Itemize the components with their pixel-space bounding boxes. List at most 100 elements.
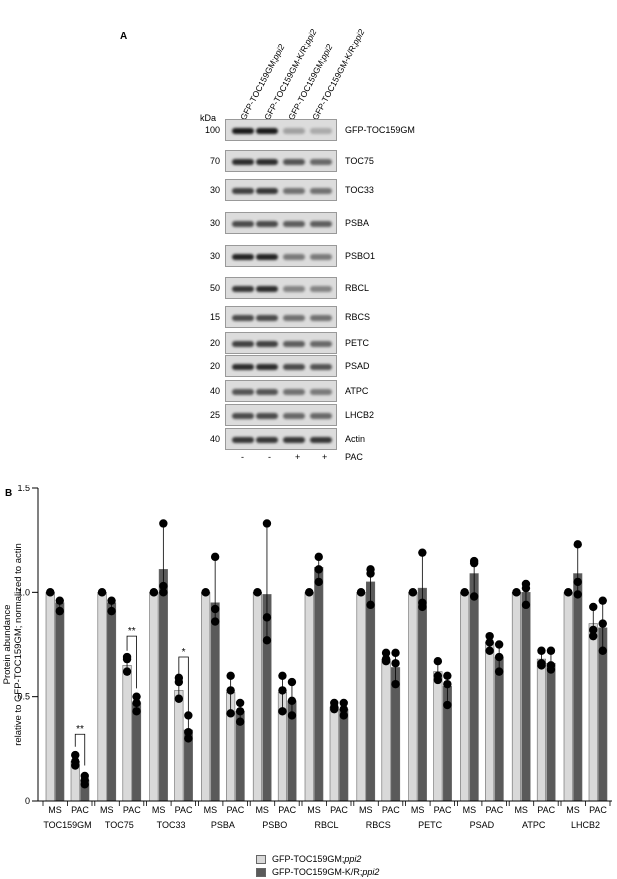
sub-category-label: MS [152, 805, 166, 815]
sub-category-label: PAC [175, 805, 193, 815]
blot-protein-label: ATPC [345, 386, 369, 396]
data-point [460, 588, 469, 597]
blot-band [256, 364, 278, 370]
category-label: TOC75 [105, 820, 134, 830]
blot-band [256, 254, 278, 260]
blot-band [232, 254, 254, 260]
sub-category-label: MS [255, 805, 269, 815]
sub-category-label: PAC [485, 805, 503, 815]
bar [365, 581, 376, 802]
blot-band [310, 315, 332, 321]
data-point [521, 579, 531, 589]
data-point [381, 648, 391, 658]
bar [314, 566, 324, 802]
data-point [184, 711, 193, 720]
significance-label: * [182, 647, 186, 658]
y-axis-label-2: relative to GFP-TOC159GM; normalized to … [13, 543, 24, 746]
blot-band [310, 389, 332, 395]
data-point [564, 588, 573, 597]
significance-bracket [178, 656, 189, 716]
molecular-weight-marker: 20 [209, 338, 220, 348]
blot-band [283, 254, 305, 260]
data-point [107, 606, 116, 616]
sub-category-label: PAC [382, 805, 400, 815]
data-point [235, 707, 245, 716]
blot-band [283, 286, 305, 292]
lane-label-genotype: ppi2 [350, 27, 367, 47]
sub-category-label: MS [463, 805, 477, 815]
data-point [598, 596, 607, 605]
data-point [598, 646, 607, 655]
blot-gfp-toc159gm [225, 119, 337, 141]
data-point [494, 652, 504, 662]
blot-band [256, 221, 278, 227]
data-point [174, 673, 184, 683]
bar [511, 592, 522, 802]
lane-label-genotype: ppi2 [302, 27, 319, 47]
sub-category-label: PAC [589, 805, 607, 815]
bar [201, 592, 211, 802]
bar [174, 690, 184, 802]
blot-band [283, 341, 305, 347]
bar [252, 592, 262, 802]
data-point [262, 636, 272, 645]
significance-label: ** [76, 724, 84, 735]
blot-protein-label: GFP-TOC159GM [345, 125, 415, 135]
bar [460, 592, 470, 802]
blot-band [256, 159, 278, 165]
data-point [71, 750, 80, 760]
bar [433, 671, 443, 802]
data-point [149, 588, 159, 597]
category-label: PSAD [470, 820, 495, 830]
blot-psad [225, 355, 337, 377]
blot-band [310, 254, 332, 260]
blot-band [256, 188, 278, 194]
pac-sign: + [295, 452, 301, 462]
bar [158, 569, 168, 802]
sub-category-label: PAC [278, 805, 296, 815]
bar [546, 662, 556, 802]
data-point [443, 679, 452, 689]
data-point [356, 588, 366, 597]
blot-rbcs [225, 306, 337, 328]
data-point [305, 588, 314, 597]
bar [339, 708, 349, 802]
blot-band [232, 286, 254, 292]
sub-category-label: MS [100, 805, 114, 815]
data-point [55, 596, 64, 605]
bar-chart: 0 0.5 1.0 1.5 Protein abundance relative to G… [2, 485, 612, 830]
data-point [55, 606, 64, 616]
data-point [210, 604, 220, 614]
data-point [381, 654, 391, 664]
blot-rbcl [225, 277, 337, 299]
blot-toc75 [225, 150, 337, 172]
blot-band [232, 188, 254, 194]
molecular-weight-marker: 100 [204, 125, 220, 135]
data-point [494, 640, 504, 649]
legend-item-1: GFP-TOC159GM; ppi2 [256, 854, 361, 864]
data-point [589, 602, 598, 612]
data-point [287, 677, 297, 687]
bar [107, 602, 117, 802]
data-point [262, 519, 272, 528]
data-point [80, 771, 89, 781]
data-point [314, 565, 323, 574]
lane-label-genotype: ppi2 [270, 42, 287, 62]
legend-label-1-italic: ppi2 [344, 854, 362, 864]
blot-band [283, 159, 305, 165]
blot-protein-label: PSBO1 [345, 251, 376, 261]
blot-band [310, 437, 332, 443]
data-point [512, 588, 521, 597]
data-point [573, 577, 582, 587]
data-point [159, 581, 168, 591]
blot-band [232, 128, 254, 134]
sub-category-label: PAC [330, 805, 348, 815]
data-point [132, 698, 141, 708]
data-point [546, 661, 556, 670]
category-label: RBCS [366, 820, 391, 830]
blot-psba [225, 212, 337, 234]
bar [485, 642, 495, 802]
data-point [278, 707, 287, 716]
data-point [391, 659, 400, 668]
blot-band [310, 286, 332, 292]
